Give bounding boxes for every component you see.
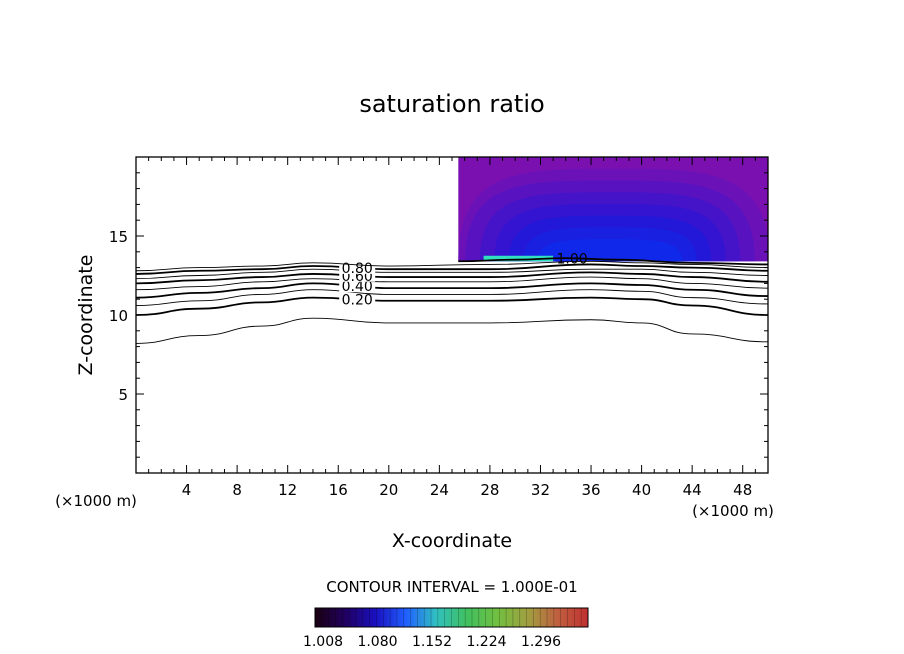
supersaturated-region-layer xyxy=(458,157,768,262)
colorbar-tick-label: 1.296 xyxy=(521,634,561,650)
x-tick-label: 40 xyxy=(632,481,651,499)
x-tick-label: 48 xyxy=(733,481,752,499)
contour-line xyxy=(136,271,768,285)
x-unit-label-left: (×1000 m) xyxy=(55,492,137,510)
colorbar xyxy=(314,607,589,628)
contour-lines-layer: 0.200.400.600.801.00 xyxy=(136,251,768,344)
y-tick-label: 10 xyxy=(109,307,128,325)
colorbar-tick-label: 1.224 xyxy=(466,634,506,650)
contour-label-bg xyxy=(339,292,376,306)
x-tick-label: 16 xyxy=(329,481,348,499)
x-tick-label: 8 xyxy=(232,481,242,499)
contour-line xyxy=(136,263,768,275)
x-axis-label: X-coordinate xyxy=(392,530,512,552)
supersaturated-band xyxy=(537,239,683,262)
x-tick-label: 32 xyxy=(531,481,550,499)
contour-label: 1.00 xyxy=(556,251,587,267)
y-tick-label: 5 xyxy=(118,386,128,404)
contour-line xyxy=(136,276,768,291)
contour-line xyxy=(136,317,768,344)
contour-label: 0.40 xyxy=(342,279,373,295)
colorbar-tick-label: 1.008 xyxy=(303,634,343,650)
contour-label: 0.80 xyxy=(342,261,373,277)
contour-label: 0.20 xyxy=(342,292,373,308)
y-tick-label: 15 xyxy=(109,228,128,246)
contour-line xyxy=(136,296,768,316)
x-tick-label: 20 xyxy=(379,481,398,499)
chart-title: saturation ratio xyxy=(359,90,544,118)
y-axis-label: Z-coordinate xyxy=(75,255,97,376)
x-unit-label-right: (×1000 m) xyxy=(692,502,774,520)
contour-line xyxy=(136,268,768,280)
contour-label-bg xyxy=(339,279,376,293)
contour-line xyxy=(458,257,768,266)
x-tick-label: 28 xyxy=(480,481,499,499)
supersaturated-peak-band xyxy=(483,255,554,262)
colorbar-ticks: 1.008 1.080 1.152 1.224 1.296 xyxy=(303,608,582,650)
x-tick-label: 24 xyxy=(430,481,449,499)
contour-line xyxy=(136,289,768,306)
contour-line xyxy=(136,282,768,299)
x-tick-label: 12 xyxy=(278,481,297,499)
contour-line xyxy=(136,260,768,272)
x-tick-label: 44 xyxy=(683,481,702,499)
contour-interval-label: CONTOUR INTERVAL = 1.000E-01 xyxy=(326,578,577,596)
x-tick-label: 36 xyxy=(581,481,600,499)
colorbar-tick-label: 1.080 xyxy=(357,634,397,650)
x-tick-label: 4 xyxy=(182,481,192,499)
colorbar-tick-label: 1.152 xyxy=(412,634,452,650)
